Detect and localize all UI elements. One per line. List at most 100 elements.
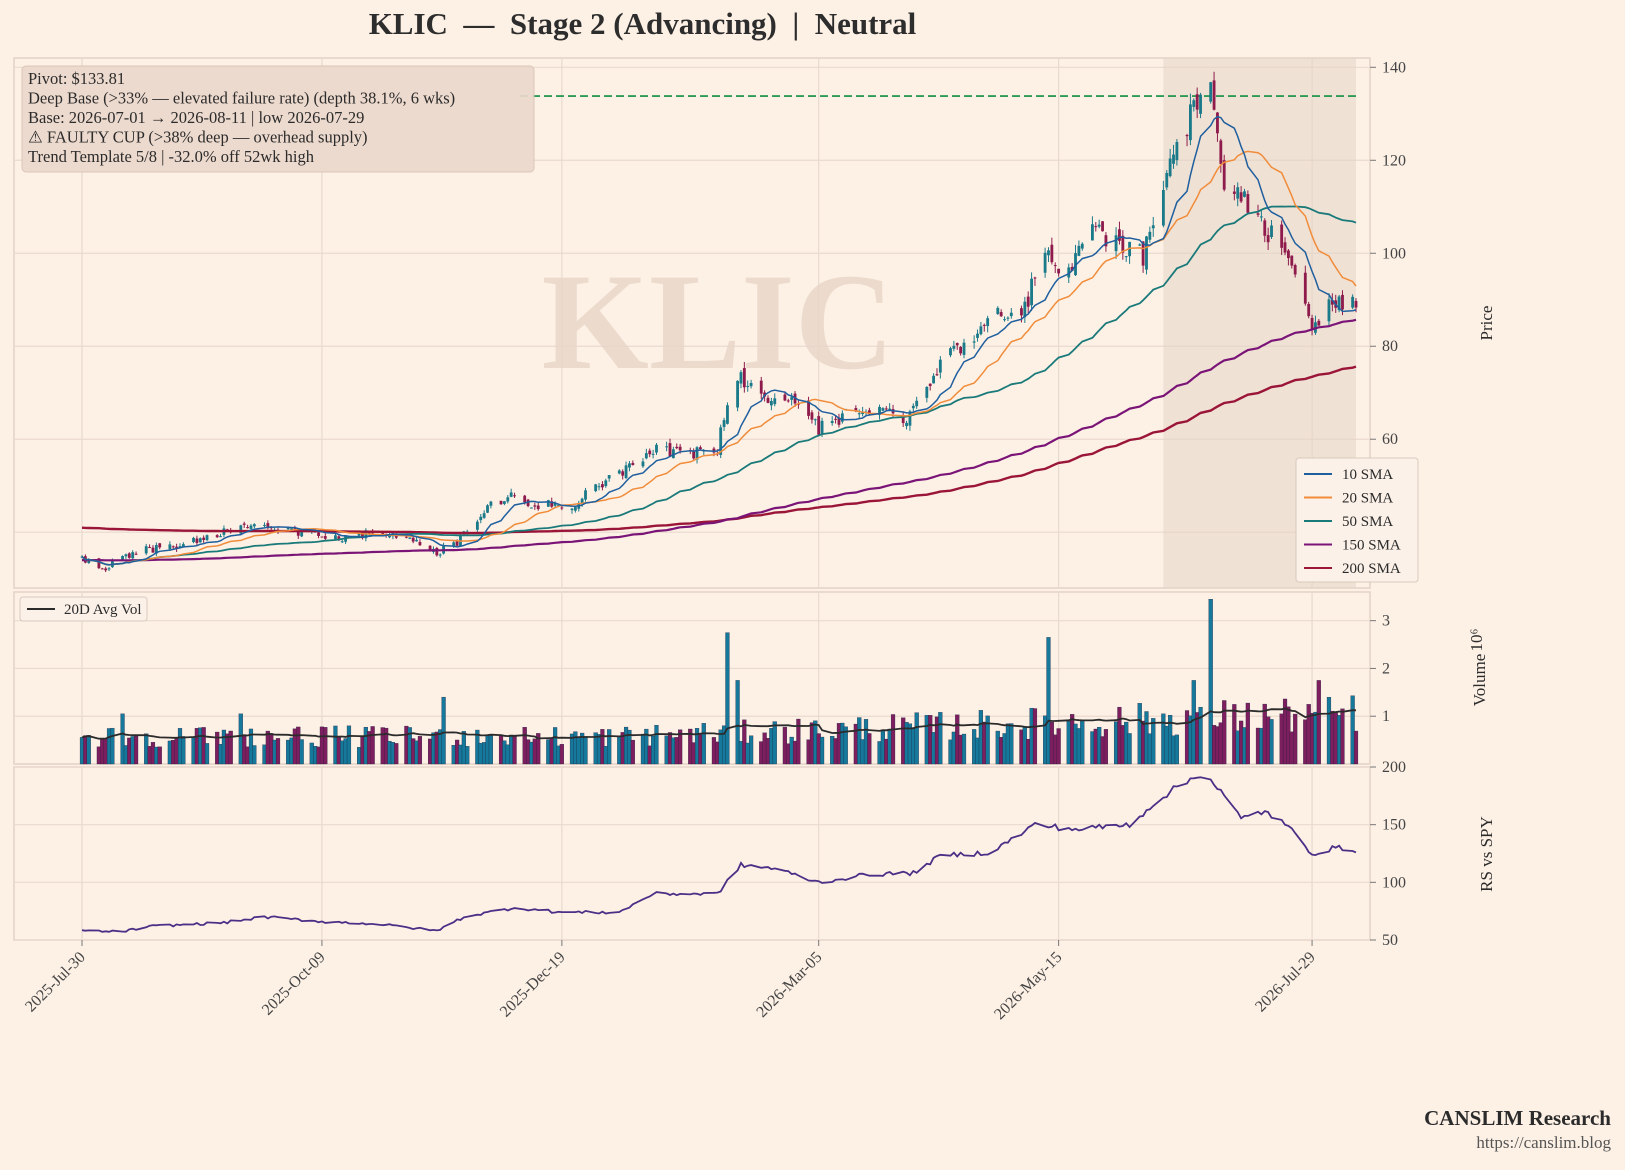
candle-body	[1067, 267, 1071, 278]
candle-body	[1216, 112, 1219, 134]
sma50-line	[81, 205, 1357, 566]
candle-body	[867, 410, 871, 415]
candle-body	[881, 408, 885, 411]
volume-bar	[985, 715, 990, 765]
candle-body	[168, 544, 172, 550]
candle-body	[726, 405, 729, 424]
candle-body	[144, 546, 148, 554]
legend-label: 10 SMA	[1342, 467, 1393, 483]
candle-body	[878, 406, 881, 416]
rs-tick-label: 200	[1382, 759, 1406, 776]
volume-bar	[488, 735, 493, 765]
candle-body	[502, 501, 506, 504]
candle-body	[100, 568, 104, 570]
volume-bar	[890, 714, 896, 765]
volume-bar	[772, 721, 777, 765]
legend-label: 150 SMA	[1342, 538, 1401, 554]
volume-bar	[583, 736, 588, 765]
candle-body	[573, 507, 577, 511]
candle-body	[1199, 94, 1202, 114]
candle-body	[286, 527, 290, 530]
volume-bar	[204, 743, 210, 765]
candle-body	[817, 416, 821, 435]
candle-body	[317, 532, 320, 536]
candle-body	[361, 532, 364, 539]
candle-body	[1293, 265, 1297, 275]
candle-body	[644, 453, 648, 459]
info-box-bg	[21, 65, 535, 173]
volume-bar	[512, 736, 517, 765]
candle-body	[404, 536, 408, 538]
candle-body	[205, 535, 209, 541]
candle-body	[1043, 252, 1047, 273]
candle-body	[949, 348, 952, 356]
volume-bar	[749, 735, 754, 765]
volume-bar	[1222, 700, 1227, 765]
volume-bar	[553, 727, 558, 765]
x-tick-label: 2025-Dec-19	[497, 949, 569, 1021]
candle-body	[158, 543, 162, 548]
candle-body	[597, 486, 601, 488]
candle-body	[671, 449, 675, 459]
candle-body	[884, 408, 888, 410]
candle-body	[435, 547, 439, 556]
volume-bar	[914, 712, 919, 765]
candle-body	[1341, 294, 1344, 310]
candle-body	[655, 444, 658, 453]
volume-panel: 1 2 3 Volume 10⁶ 20D Avg Vol	[13, 591, 1489, 765]
info-line: Deep Base (>33% — elevated failure rate)…	[28, 89, 455, 108]
candle-body	[773, 398, 777, 405]
volume-bar	[1127, 733, 1132, 765]
candle-body	[1165, 172, 1169, 188]
candle-body	[266, 523, 270, 529]
credit-url[interactable]: https://canslim.blog	[1476, 1133, 1611, 1152]
candle-body	[982, 324, 986, 326]
candle-body	[560, 507, 564, 509]
candle-body	[1101, 221, 1104, 232]
candle-body	[418, 541, 422, 546]
candle-body	[641, 461, 645, 467]
candle-body	[134, 553, 138, 555]
candle-body	[932, 375, 936, 384]
candle-body	[546, 500, 550, 507]
candle-body	[1209, 82, 1213, 102]
candle-body	[594, 484, 598, 492]
rs-tick-label: 50	[1382, 932, 1398, 949]
candle-body	[1151, 225, 1155, 229]
volume-bar	[441, 696, 446, 765]
info-line: Trend Template 5/8 | -32.0% off 52wk hig…	[28, 147, 315, 166]
volume-bar	[654, 724, 659, 765]
candle-body	[1023, 301, 1027, 318]
candle-body	[1006, 317, 1010, 319]
volume-bar	[1245, 702, 1250, 765]
candle-body	[905, 422, 908, 427]
candle-body	[857, 413, 861, 415]
volume-axis-title: Volume	[1470, 654, 1489, 707]
credit-block: CANSLIM Research https://canslim.blog	[1424, 1106, 1611, 1153]
candle-body	[959, 346, 963, 354]
candle-body	[215, 535, 219, 538]
rs-tick-label: 150	[1382, 817, 1406, 834]
volume-bar	[394, 743, 399, 765]
candle-body	[830, 421, 834, 424]
candle-body	[769, 400, 773, 406]
candle-body	[499, 500, 503, 505]
candle-body	[104, 568, 108, 571]
volume-bar	[1056, 728, 1061, 765]
candle-body	[1192, 100, 1196, 107]
candle-body	[1077, 245, 1081, 256]
candle-body	[249, 525, 253, 529]
volume-scale-label: 10⁶	[1467, 628, 1486, 651]
candle-body	[506, 497, 510, 502]
candle-body	[651, 453, 655, 455]
volume-bar	[735, 680, 740, 765]
candle-body	[628, 463, 631, 468]
candle-body	[813, 419, 817, 421]
rs-line	[81, 776, 1357, 933]
candle-body	[97, 558, 101, 569]
candle-body	[1145, 236, 1148, 270]
candle-body	[171, 546, 175, 548]
candle-body	[1256, 213, 1260, 215]
rs-axis-title: RS vs SPY	[1477, 816, 1496, 892]
